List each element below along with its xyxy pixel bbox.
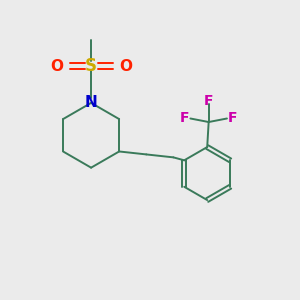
Text: F: F <box>228 112 238 125</box>
Text: F: F <box>204 94 213 108</box>
Text: F: F <box>180 112 189 125</box>
Text: O: O <box>119 58 132 74</box>
Text: O: O <box>50 58 63 74</box>
Text: N: N <box>85 95 98 110</box>
Text: S: S <box>85 57 97 75</box>
